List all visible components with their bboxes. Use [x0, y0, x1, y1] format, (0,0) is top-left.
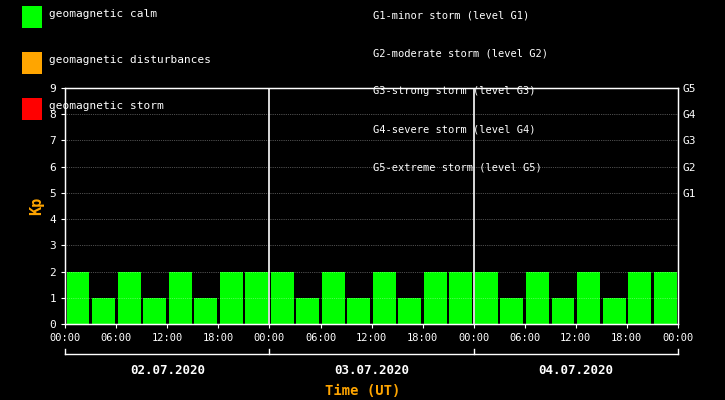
Bar — [297, 298, 319, 324]
Text: G3-strong storm (level G3): G3-strong storm (level G3) — [373, 86, 536, 96]
Bar — [67, 272, 89, 324]
Bar — [117, 272, 141, 324]
Text: 04.07.2020: 04.07.2020 — [538, 364, 613, 376]
Bar — [450, 272, 473, 324]
Bar — [143, 298, 166, 324]
Text: geomagnetic storm: geomagnetic storm — [49, 101, 164, 111]
Text: G1-minor storm (level G1): G1-minor storm (level G1) — [373, 10, 530, 20]
Bar — [322, 272, 345, 324]
Bar — [245, 272, 268, 324]
Bar — [270, 272, 294, 324]
Text: G5-extreme storm (level G5): G5-extreme storm (level G5) — [373, 162, 542, 172]
Text: G4-severe storm (level G4): G4-severe storm (level G4) — [373, 124, 536, 134]
Text: 02.07.2020: 02.07.2020 — [130, 364, 205, 376]
Bar — [220, 272, 243, 324]
Text: Time (UT): Time (UT) — [325, 384, 400, 398]
Bar — [373, 272, 396, 324]
Text: G2-moderate storm (level G2): G2-moderate storm (level G2) — [373, 48, 548, 58]
Bar — [602, 298, 626, 324]
Text: 03.07.2020: 03.07.2020 — [334, 364, 409, 376]
Bar — [398, 298, 421, 324]
Text: geomagnetic calm: geomagnetic calm — [49, 9, 157, 19]
Bar — [475, 272, 498, 324]
Bar — [526, 272, 549, 324]
Bar — [577, 272, 600, 324]
Bar — [424, 272, 447, 324]
Bar — [628, 272, 651, 324]
Bar — [654, 272, 676, 324]
Bar — [92, 298, 115, 324]
Text: geomagnetic disturbances: geomagnetic disturbances — [49, 55, 211, 65]
Bar — [169, 272, 191, 324]
Bar — [552, 298, 574, 324]
Bar — [500, 298, 523, 324]
Bar — [194, 298, 217, 324]
Y-axis label: Kp: Kp — [29, 197, 44, 215]
Bar — [347, 298, 370, 324]
